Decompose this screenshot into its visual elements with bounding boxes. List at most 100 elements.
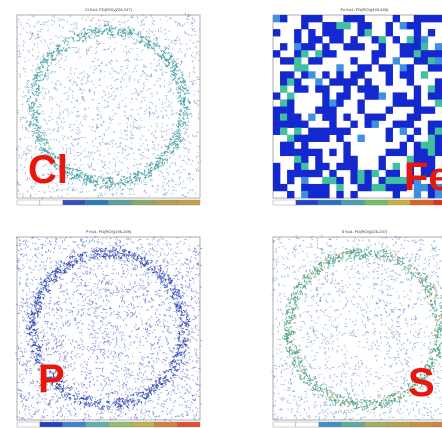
map-pixel: [273, 15, 280, 22]
color-bar-segment: [131, 200, 154, 205]
map-pixel: [294, 29, 301, 36]
map-pixel: [407, 43, 414, 50]
ring-speckle: [63, 47, 64, 49]
map-pixel: [400, 128, 407, 135]
ring-speckle: [174, 61, 176, 62]
map-pixel: [294, 57, 301, 64]
map-pixel: [428, 121, 435, 128]
color-bar-segment: [17, 200, 40, 205]
map-pixel: [287, 191, 294, 198]
map-pixel: [308, 135, 315, 142]
map-pixel: [357, 177, 364, 184]
map-pixel: [421, 50, 428, 57]
figure: Cl Kα1: FD(ROI)(226-247)ClFe Kα1: FD(ROI…: [0, 0, 442, 428]
map-pixel: [386, 184, 393, 191]
map-pixel: [273, 128, 280, 135]
map-pixel: [308, 191, 315, 198]
map-pixel: [301, 50, 308, 57]
map-pixel: [386, 149, 393, 156]
map-pixel: [308, 57, 315, 64]
map-pixel: [393, 184, 400, 191]
ring-speckle: [98, 29, 100, 30]
map-pixel: [435, 135, 442, 142]
map-pixel: [322, 184, 329, 191]
map-pixel: [365, 114, 372, 121]
map-pixel: [329, 78, 336, 85]
map-pixel: [287, 99, 294, 106]
map-pixel: [379, 184, 386, 191]
map-pixel: [301, 121, 308, 128]
map-pixel: [322, 135, 329, 142]
map-pixel: [308, 170, 315, 177]
map-pixel: [379, 64, 386, 71]
map-pixel: [273, 170, 280, 177]
map-pixel: [365, 64, 372, 71]
ring-speckle: [100, 186, 101, 188]
color-bar-segment: [86, 200, 109, 205]
map-pixel: [393, 149, 400, 156]
ring-speckle: [151, 162, 152, 164]
map-pixel: [308, 149, 315, 156]
map-pixel: [407, 114, 414, 121]
map-pixel: [393, 99, 400, 106]
map-pixel: [315, 163, 322, 170]
map-pixel: [301, 177, 308, 184]
map-pixel: [322, 50, 329, 57]
map-pixel: [414, 57, 421, 64]
map-pixel: [308, 128, 315, 135]
map-pixel: [294, 43, 301, 50]
map-pixel: [428, 85, 435, 92]
ring-speckle: [188, 103, 190, 104]
ring-speckle: [168, 145, 170, 146]
map-pixel: [301, 15, 308, 22]
map-pixel: [379, 92, 386, 99]
map-pixel: [322, 43, 329, 50]
map-pixel: [336, 128, 343, 135]
map-pixel: [350, 71, 357, 78]
map-pixel: [294, 50, 301, 57]
map-pixel: [379, 163, 386, 170]
map-pixel: [365, 177, 372, 184]
map-pixel: [315, 156, 322, 163]
map-pixel: [414, 128, 421, 135]
map-pixel: [386, 29, 393, 36]
color-bar-segment: [109, 200, 132, 205]
ring-speckle: [68, 47, 70, 48]
map-pixel: [365, 29, 372, 36]
map-pixel: [336, 71, 343, 78]
ring-speckle: [53, 51, 55, 52]
map-pixel: [414, 85, 421, 92]
map-pixel: [273, 121, 280, 128]
map-pixel: [280, 99, 287, 106]
map-pixel: [336, 135, 343, 142]
map-pixel: [294, 85, 301, 92]
map-pixel: [421, 71, 428, 78]
map-pixel: [294, 64, 301, 71]
map-pixel: [315, 50, 322, 57]
map-pixel: [308, 43, 315, 50]
map-pixel: [329, 177, 336, 184]
map-pixel: [357, 29, 364, 36]
map-pixel: [393, 170, 400, 177]
map-pixel: [357, 99, 364, 106]
map-pixel: [414, 92, 421, 99]
ring-speckle: [179, 123, 180, 125]
map-pixel: [343, 92, 350, 99]
map-pixel: [350, 36, 357, 43]
map-pixel: [343, 142, 350, 149]
ring-speckle: [47, 65, 49, 66]
map-pixel: [379, 36, 386, 43]
map-pixel: [414, 114, 421, 121]
map-pixel: [414, 22, 421, 29]
map-pixel: [414, 36, 421, 43]
map-pixel: [350, 191, 357, 198]
map-pixel: [386, 78, 393, 85]
map-pixel: [308, 184, 315, 191]
map-panel: Fe Kα1: FD(ROI)(440-455)Fe: [273, 7, 442, 205]
map-pixel: [287, 142, 294, 149]
ring-speckle: [76, 174, 77, 176]
map-pixel: [287, 114, 294, 121]
color-bar-segment: [63, 200, 86, 205]
map-pixel: [322, 128, 329, 135]
map-pixel: [407, 78, 414, 85]
